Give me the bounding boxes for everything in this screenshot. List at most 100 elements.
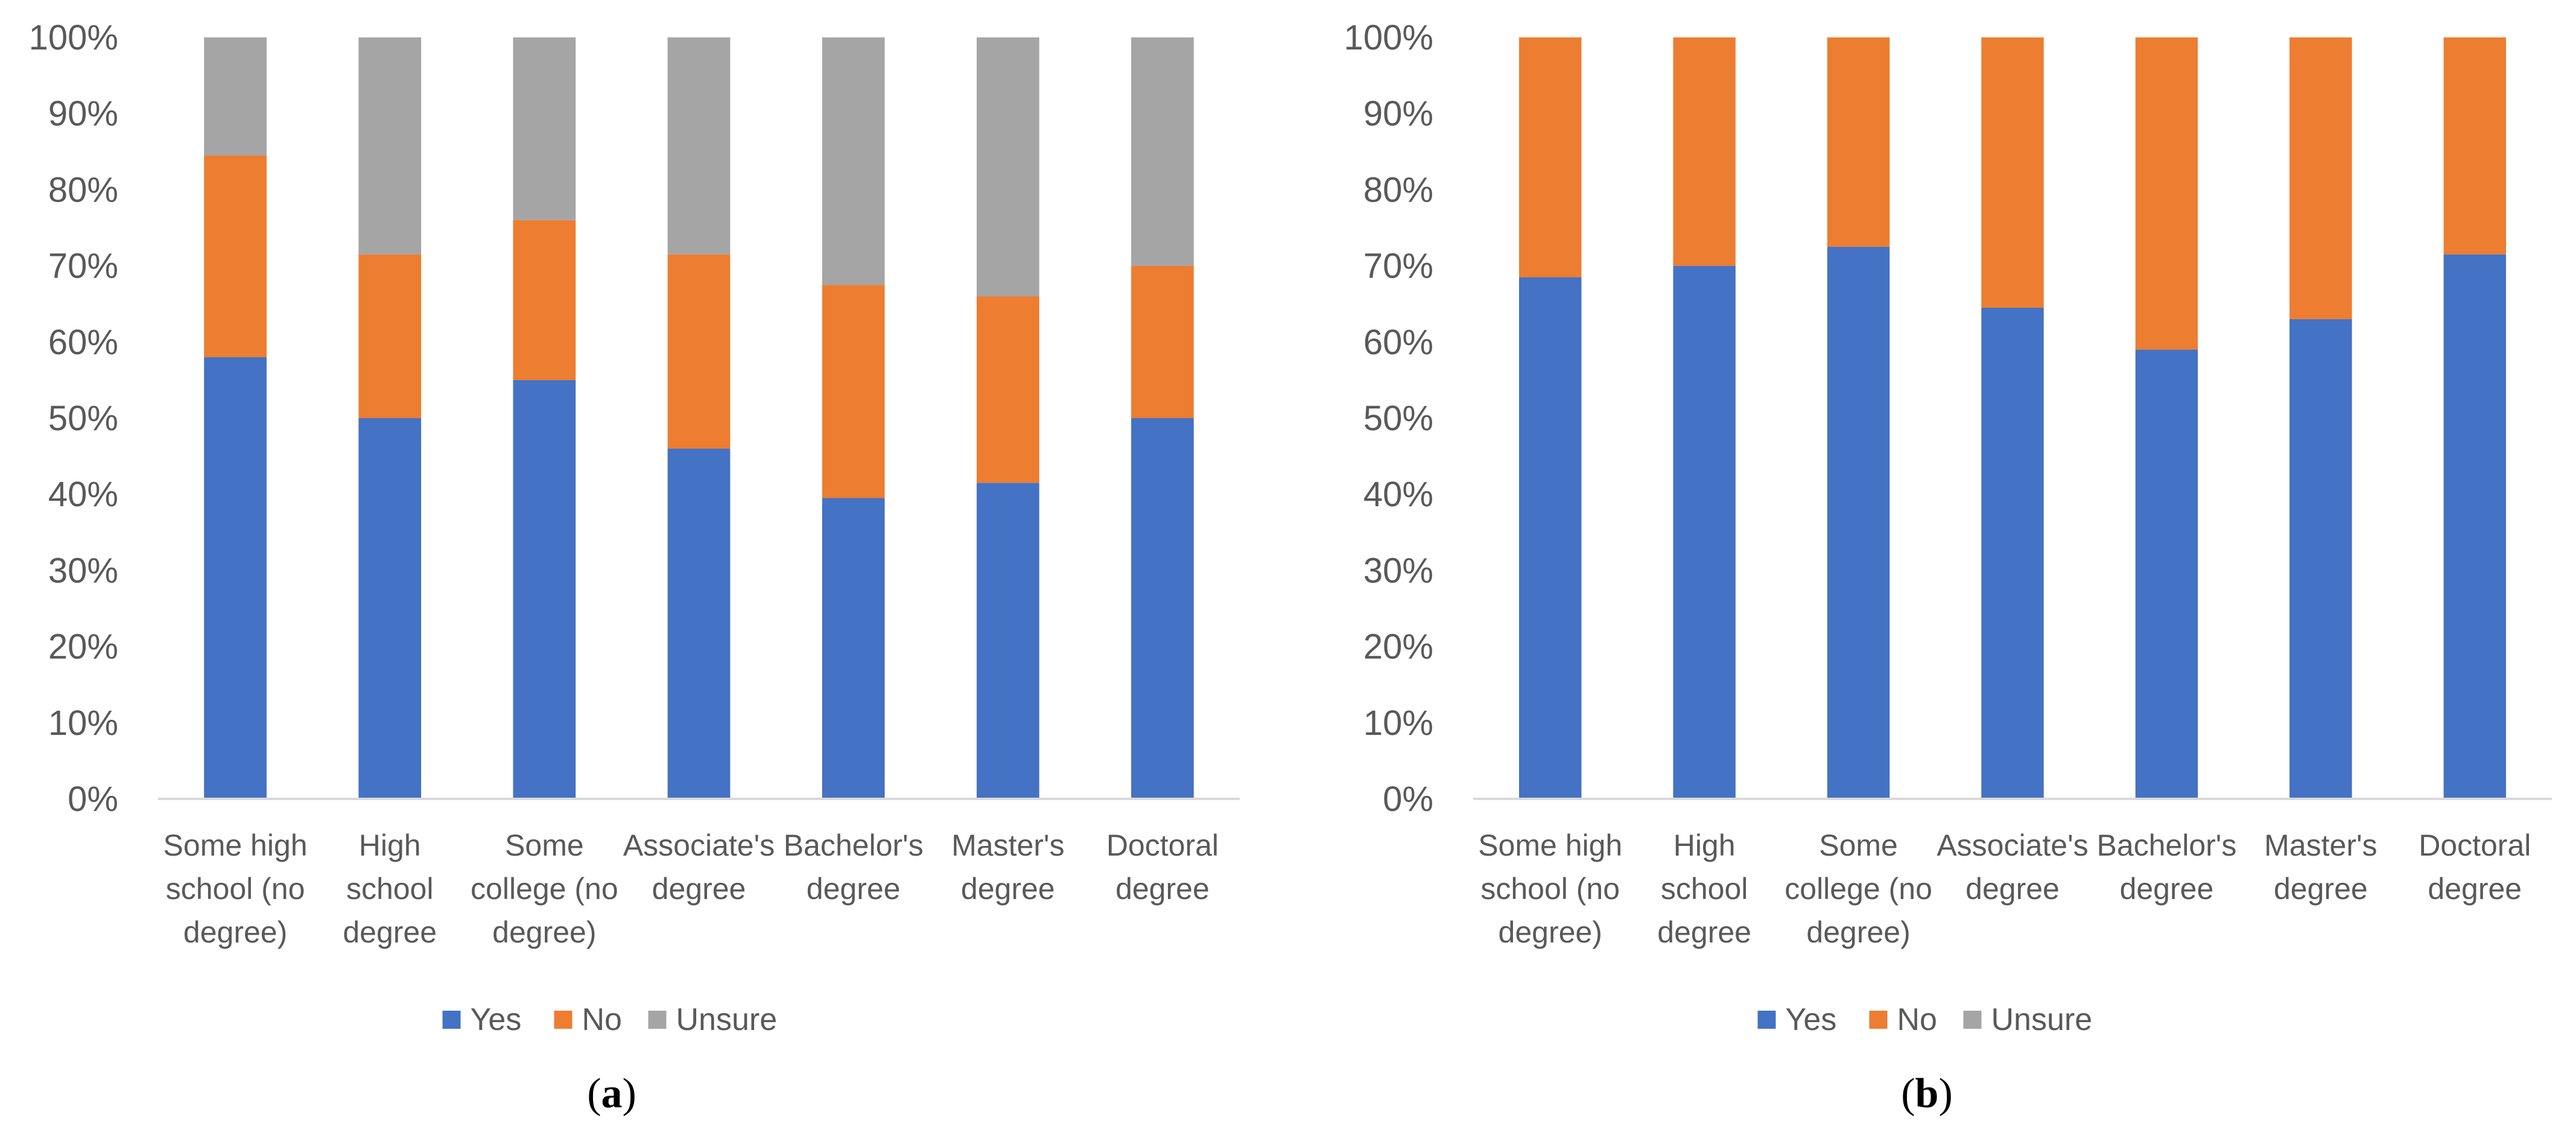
caption-paren-close: ) [623, 1070, 636, 1117]
y-tick-label: 60% [1363, 323, 1433, 362]
chart-panel-a: 0% 10% 20% 30% 40% 50% 60% 70% 80% 90% 100% Some hi… [29, 18, 1240, 1117]
caption-paren-close: ) [1938, 1070, 1952, 1117]
y-tick-label: 60% [48, 323, 118, 362]
y-tick-label: 40% [48, 475, 118, 514]
x-category-label-line: Master's [951, 828, 1064, 862]
legend-label-no: No [1897, 1002, 1937, 1037]
legend-label-yes: Yes [471, 1002, 522, 1037]
x-category-label-line: degree [1115, 872, 1210, 906]
legend-swatch-unsure [1963, 1011, 1982, 1029]
bar-yes-2 [358, 418, 422, 799]
x-category-label-line: Bachelor's [784, 828, 924, 862]
x-category-label-line: college (no [471, 872, 618, 906]
legend-swatch-yes [1757, 1011, 1776, 1029]
x-category-label: High school degree [1657, 828, 1751, 949]
bar-yes-1 [1518, 277, 1582, 799]
legend-swatch-unsure [648, 1011, 667, 1029]
legend-label-no: No [582, 1002, 622, 1037]
x-category-label-line: Some [1819, 828, 1898, 862]
x-category-label: Doctoral degree [1106, 828, 1219, 906]
y-tick-label: 90% [48, 94, 118, 133]
y-tick-label: 80% [1363, 170, 1433, 209]
x-category-label-line: degree [1657, 915, 1751, 949]
y-tick-label: 100% [1344, 18, 1433, 57]
x-category-label: Some high school (no degree) [1478, 828, 1622, 949]
x-category-label-line: Doctoral [2419, 828, 2531, 862]
bar-yes-5 [822, 498, 885, 799]
bar-yes-6 [976, 483, 1039, 799]
x-category-label: Bachelor's degree [784, 828, 924, 906]
x-category-label: Master's degree [951, 828, 1064, 906]
x-category-label-line: school [1661, 872, 1748, 906]
x-category-label-line: High [1673, 828, 1736, 862]
bar-no-5 [822, 285, 885, 498]
chart-panel-b: 0% 10% 20% 30% 40% 50% 60% 70% 80% 90% 100% Some hi… [1344, 18, 2552, 1117]
bar-yes-3 [1827, 247, 1890, 799]
bar-no-1 [1518, 37, 1582, 278]
x-category-label: Some high school (no degree) [163, 828, 308, 949]
x-category-label-line: college (no [1784, 872, 1932, 906]
x-category-label-line: Some high [163, 828, 308, 862]
x-category-label: Some college (no degree) [471, 828, 618, 949]
y-tick-label: 10% [1363, 704, 1433, 743]
y-tick-label: 50% [1363, 399, 1433, 438]
legend-swatch-yes [442, 1011, 461, 1029]
bar-yes-7 [1131, 418, 1194, 799]
x-category-label: Associate's degree [1937, 828, 2088, 906]
y-tick-label: 0% [68, 780, 118, 819]
panel-caption: (a) [587, 1070, 636, 1117]
x-category-label-line: degree [1965, 872, 2060, 906]
x-category-label-line: Some [505, 828, 584, 862]
bar-no-4 [1981, 37, 2044, 308]
bar-no-6 [2289, 37, 2352, 319]
bar-unsure-6 [976, 37, 1039, 297]
x-category-label-line: Associate's [623, 828, 775, 862]
bar-no-7 [1131, 265, 1194, 418]
x-category-label-line: degree) [1806, 915, 1910, 949]
bar-unsure-3 [513, 37, 576, 220]
x-category-label-line: degree [2120, 872, 2214, 906]
x-category-label: Bachelor's degree [2096, 828, 2236, 906]
y-tick-label: 80% [48, 170, 118, 209]
x-category-label: Some college (no degree) [1784, 828, 1932, 949]
bar-unsure-2 [358, 37, 422, 255]
caption-paren-open: ( [1901, 1070, 1915, 1117]
x-category-label-line: degree [652, 872, 746, 906]
x-category-label-line: degree [961, 872, 1055, 906]
x-category-label: Doctoral degree [2419, 828, 2531, 906]
legend-swatch-no [1869, 1011, 1888, 1029]
x-category-label-line: High [359, 828, 421, 862]
x-category-label-line: degree [2274, 872, 2368, 906]
x-category-label-line: degree) [1499, 915, 1602, 949]
bar-yes-4 [667, 448, 731, 799]
x-category-label-line: school (no [166, 872, 305, 906]
x-category-label-line: Associate's [1937, 828, 2088, 862]
bar-no-6 [976, 296, 1039, 483]
x-category-label-line: school [346, 872, 434, 906]
x-category-label: Master's degree [2264, 828, 2377, 906]
caption-letter: a [601, 1070, 623, 1117]
bar-yes-5 [2135, 349, 2198, 799]
x-category-label: Associate's degree [623, 828, 775, 906]
y-tick-label: 70% [48, 247, 118, 286]
x-category-label-line: school (no [1480, 872, 1620, 906]
y-tick-label: 10% [48, 704, 118, 743]
bar-yes-6 [2289, 319, 2352, 799]
y-tick-label: 20% [48, 628, 118, 667]
bar-unsure-1 [204, 37, 267, 156]
x-category-label-line: degree) [492, 915, 596, 949]
bar-unsure-5 [822, 37, 885, 285]
x-category-label-line: degree [807, 872, 901, 906]
bar-no-4 [667, 254, 731, 449]
x-category-label-line: Doctoral [1106, 828, 1219, 862]
x-category-label-line: Some high [1478, 828, 1622, 862]
panel-caption: (b) [1901, 1070, 1953, 1117]
legend-label-unsure: Unsure [1991, 1002, 2093, 1037]
legend-swatch-no [554, 1011, 573, 1029]
bar-no-3 [513, 220, 576, 380]
x-category-label-line: degree [2428, 872, 2522, 906]
y-tick-label: 50% [48, 399, 118, 438]
x-category-label-line: degree [343, 915, 437, 949]
y-tick-label: 100% [29, 18, 118, 57]
